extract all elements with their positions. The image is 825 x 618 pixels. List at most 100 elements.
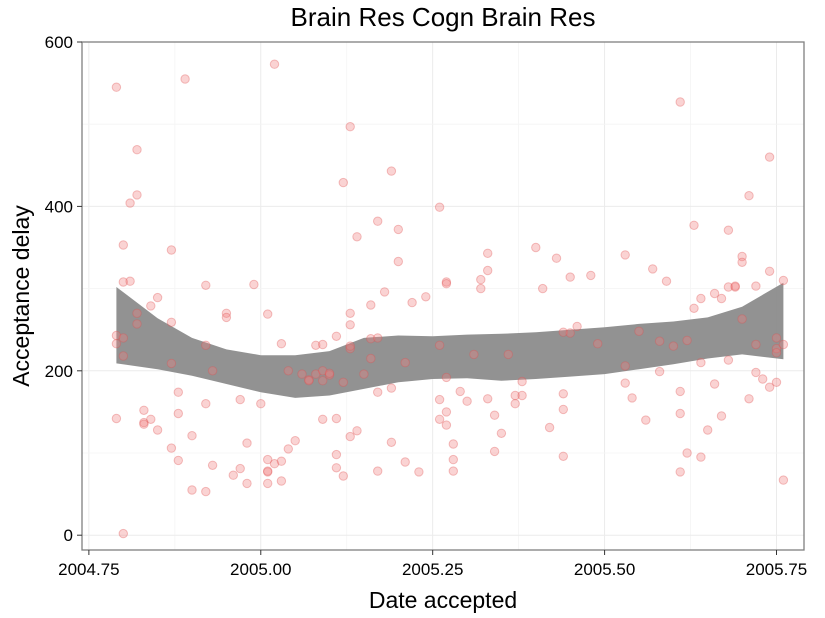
data-point [483,265,493,276]
data-point [448,454,458,465]
data-point [290,436,300,446]
data-point [263,309,273,319]
data-points [111,59,789,539]
data-point [373,216,383,226]
data-point [139,417,149,428]
data-point [180,74,190,84]
data-point [393,256,403,267]
data-point [338,177,348,188]
data-point [723,355,734,365]
data-point [400,457,410,467]
data-point [318,414,328,424]
data-point [517,376,527,387]
data-point [221,308,232,318]
data-point [263,478,273,489]
data-point [730,281,740,291]
data-point [455,386,465,397]
data-point [249,279,259,290]
data-point [483,248,493,259]
x-tick-label: 2005.50 [574,560,635,579]
data-point [682,335,692,346]
data-point [386,166,397,176]
data-point [331,449,342,460]
data-point [469,349,479,360]
data-point [352,232,362,242]
data-point [152,292,163,303]
data-point [421,292,431,302]
data-point [448,466,458,476]
data-point [496,428,507,438]
confidence-band [116,282,784,398]
data-point [723,225,734,235]
data-point [345,343,355,354]
data-point [235,463,245,474]
data-point [510,390,520,401]
data-point [242,478,252,489]
data-point [737,314,747,324]
x-tick-label: 2005.25 [402,560,463,579]
data-point [345,122,355,132]
data-point [751,339,761,350]
data-point [331,331,342,341]
data-point [730,282,740,292]
data-point [778,475,789,485]
data-point [146,301,156,311]
data-point [166,245,177,255]
data-point [201,399,211,409]
data-point [338,377,348,387]
data-point [373,387,383,397]
data-point [207,460,218,470]
data-point [462,396,472,406]
data-point [187,431,197,441]
data-point [764,266,775,276]
data-point [324,370,335,380]
data-point [771,348,782,358]
data-point [111,82,122,92]
data-point [166,317,177,327]
data-point [758,374,768,384]
data-point [723,282,734,292]
data-point [201,340,211,350]
data-point [531,242,541,253]
data-point [324,368,335,378]
data-point [654,366,665,377]
data-point [744,394,754,404]
data-point [586,270,596,281]
data-point [256,399,266,409]
data-point [132,190,142,200]
data-point [668,341,679,351]
data-point [551,253,562,263]
data-point [338,471,348,481]
data-point [242,438,252,448]
data-point [379,287,390,297]
data-point [146,414,156,424]
data-point [311,369,321,379]
data-point [345,308,355,318]
data-point [510,399,520,409]
data-point [366,353,376,364]
data-point [744,191,754,201]
data-point [565,328,575,338]
data-point [152,425,163,435]
data-point [111,330,122,341]
data-point [503,349,513,360]
data-point [558,404,568,415]
data-point [441,277,452,287]
data-point [675,467,685,477]
data-point [366,334,376,344]
data-point [386,437,397,447]
data-point [441,420,452,430]
data-point [751,281,761,291]
data-point [489,410,500,420]
data-point [558,451,568,461]
x-axis-title: Date accepted [369,587,517,613]
y-tick-label: 600 [45,33,73,52]
data-point [737,251,747,262]
data-point [118,277,129,287]
data-point [118,240,129,250]
data-point [558,389,568,399]
data-point [696,293,706,304]
data-point [434,340,445,350]
data-point [366,300,376,310]
data-point [434,202,445,212]
